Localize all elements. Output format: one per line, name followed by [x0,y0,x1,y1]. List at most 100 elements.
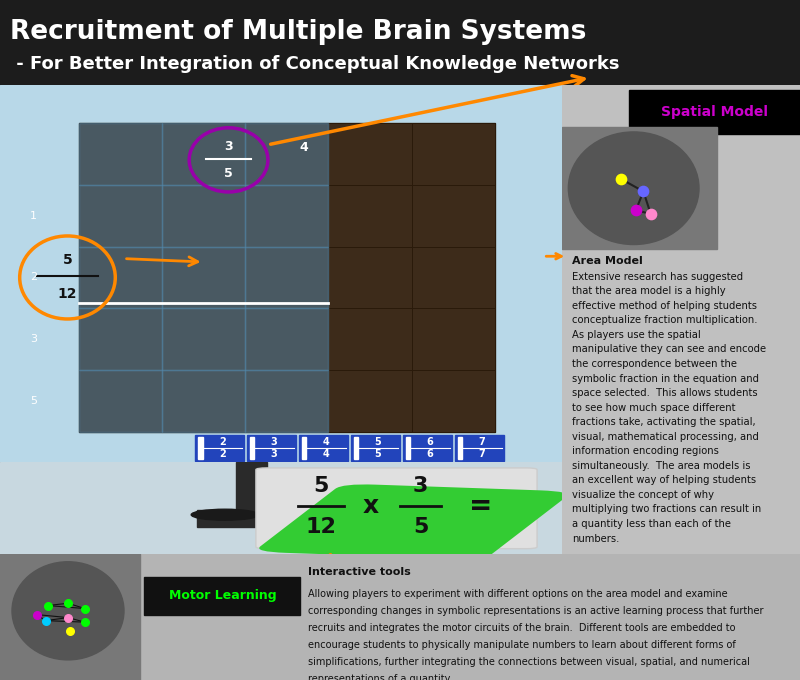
Text: 6: 6 [426,437,434,447]
Text: 5: 5 [224,167,233,180]
Text: 3: 3 [224,140,233,153]
Bar [302,437,306,458]
Bar [246,371,329,432]
Bar [406,437,410,458]
Text: Allowing players to experiment with different options on the area model and exam: Allowing players to experiment with diff… [308,590,728,600]
Bar [78,371,162,432]
Text: 12: 12 [305,517,336,537]
Text: multiplying two fractions can result in: multiplying two fractions can result in [572,505,761,515]
Text: Area Model: Area Model [572,256,642,266]
Text: corresponding changes in symbolic representations is an active learning process : corresponding changes in symbolic repres… [308,607,763,616]
Bar [144,577,300,615]
Text: recruits and integrates the motor circuits of the brain.  Different tools are em: recruits and integrates the motor circui… [308,624,735,633]
FancyBboxPatch shape [259,484,567,559]
Point [42,600,54,611]
Bar [246,247,329,309]
Text: 12: 12 [58,288,78,301]
Point [78,617,91,628]
Bar [236,462,267,513]
Text: an excellent way of helping students: an excellent way of helping students [572,475,756,486]
Text: 2: 2 [30,273,38,282]
Point [30,609,43,620]
Bar [197,510,267,526]
Text: space selected.  This allows students: space selected. This allows students [572,388,758,398]
Text: 2: 2 [219,449,226,459]
Text: 3: 3 [271,449,278,459]
Circle shape [191,509,258,520]
Bar [246,123,329,185]
Bar [162,123,246,185]
Ellipse shape [12,562,124,660]
Bar [250,437,254,458]
Bar [562,127,717,249]
Bar [247,435,296,460]
Ellipse shape [568,132,699,245]
Point [62,598,74,609]
Text: 5: 5 [313,476,328,496]
Bar [162,371,246,432]
Text: 1: 1 [30,211,38,220]
Bar [78,247,162,309]
Text: simplifications, further integrating the connections between visual, spatial, an: simplifications, further integrating the… [308,658,750,667]
Text: Extensive research has suggested: Extensive research has suggested [572,272,743,282]
Bar [162,309,246,371]
Bar [195,435,244,460]
Text: simultaneously.  The area models is: simultaneously. The area models is [572,461,750,471]
Text: to see how much space different: to see how much space different [572,403,735,413]
Text: As players use the spatial: As players use the spatial [572,330,701,340]
Bar [0,554,140,680]
Bar [162,247,246,309]
Text: 5: 5 [62,254,72,267]
Point [614,173,627,184]
Point [39,615,52,626]
Text: symbolic fraction in the equation and: symbolic fraction in the equation and [572,373,759,384]
Text: =: = [469,492,493,520]
Point [64,626,77,636]
Bar [198,437,202,458]
Bar [403,435,452,460]
Text: 4: 4 [299,141,308,154]
Text: a quantity less than each of the: a quantity less than each of the [572,519,731,529]
Text: manipulative they can see and encode: manipulative they can see and encode [572,345,766,354]
Point [637,186,650,197]
FancyBboxPatch shape [256,468,537,549]
Bar [78,309,162,371]
Text: 3: 3 [413,476,428,496]
Text: that the area model is a highly: that the area model is a highly [572,286,726,296]
Bar [78,122,495,432]
Text: encourage students to physically manipulate numbers to learn about different for: encourage students to physically manipul… [308,641,736,650]
Text: visualize the concept of why: visualize the concept of why [572,490,714,500]
Point [78,603,91,614]
Text: 5: 5 [30,396,38,406]
Text: 4: 4 [322,437,330,447]
Bar [458,437,462,458]
Text: representations of a quantity.: representations of a quantity. [308,675,452,680]
Text: 6: 6 [426,449,434,459]
Point [630,205,642,216]
Text: 7: 7 [478,449,486,459]
Text: numbers.: numbers. [572,534,619,543]
Text: the correspondence between the: the correspondence between the [572,359,737,369]
Text: Recruitment of Multiple Brain Systems: Recruitment of Multiple Brain Systems [10,19,586,45]
Text: x: x [363,494,379,518]
Bar [78,185,162,247]
Bar [299,435,348,460]
Text: 5: 5 [413,517,428,537]
Text: 3: 3 [30,335,38,344]
Text: 3: 3 [271,437,278,447]
Text: information encoding regions: information encoding regions [572,446,718,456]
Text: Interactive tools: Interactive tools [308,567,410,577]
Text: 7: 7 [478,437,486,447]
Text: conceptualize fraction multiplication.: conceptualize fraction multiplication. [572,316,758,325]
Text: 4: 4 [322,449,330,459]
Text: Motor Learning: Motor Learning [169,589,276,602]
Text: 5: 5 [374,437,382,447]
Text: fractions take, activating the spatial,: fractions take, activating the spatial, [572,418,755,427]
Bar [354,437,358,458]
Bar [246,309,329,371]
Text: visual, mathematical processing, and: visual, mathematical processing, and [572,432,758,442]
Bar [78,123,162,185]
Text: Spatial Model: Spatial Model [661,105,768,119]
Text: 5: 5 [374,449,382,459]
Bar [162,185,246,247]
